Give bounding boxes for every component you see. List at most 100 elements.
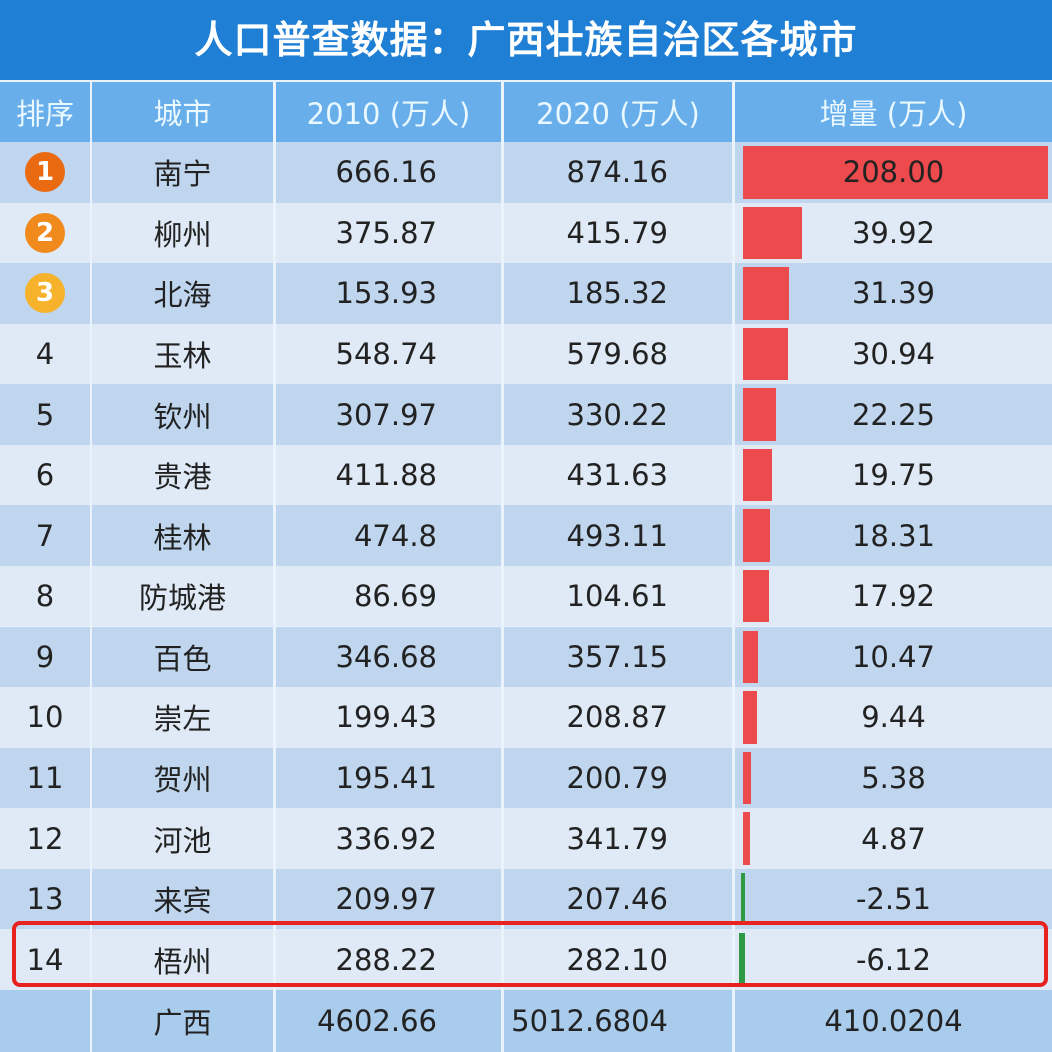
delta-cell: 4.87 xyxy=(735,808,1052,869)
city: 来宾 xyxy=(92,868,273,930)
rank: 13 xyxy=(26,882,64,917)
rank-cell: 1 xyxy=(0,142,90,203)
rank: 9 xyxy=(35,639,55,674)
pop-2020-cell: 579.68 xyxy=(504,323,732,385)
pop-2010-cell: 153.93 xyxy=(276,263,501,324)
pop-2010-cell: 209.97 xyxy=(276,868,501,930)
delta-cell: 18.31 xyxy=(735,505,1052,566)
delta-cell: 19.75 xyxy=(735,444,1052,506)
rank: 14 xyxy=(26,942,64,977)
delta-cell: 17.92 xyxy=(735,565,1052,627)
pop-2020-cell: 341.79 xyxy=(504,808,732,869)
pop-2010: 209.97 xyxy=(335,882,437,917)
pop-2010-cell: 666.16 xyxy=(276,142,501,203)
table-row: 13 来宾 209.97 207.46 -2.51 xyxy=(0,868,1052,930)
pop-2020: 330.22 xyxy=(566,397,668,432)
pop-2020: 341.79 xyxy=(566,821,668,856)
table-row: 3 北海 153.93 185.32 31.39 xyxy=(0,263,1052,324)
delta-value: 9.44 xyxy=(861,700,926,735)
city: 防城港 xyxy=(92,565,273,627)
col-header-2020: 2020 (万人) xyxy=(504,82,732,143)
total-2020-cell: 5012.6804 xyxy=(504,990,732,1052)
pop-2020: 579.68 xyxy=(566,336,668,371)
pop-2020-cell: 185.32 xyxy=(504,263,732,324)
delta-bar xyxy=(743,267,790,320)
pop-2010-cell: 195.41 xyxy=(276,747,501,809)
pop-2020: 357.15 xyxy=(566,639,668,674)
delta-value: 39.92 xyxy=(851,215,936,250)
delta-bar xyxy=(739,933,745,986)
city: 梧州 xyxy=(92,929,273,990)
rank-badge: 1 xyxy=(25,152,65,193)
pop-2020-cell: 431.63 xyxy=(504,444,732,506)
city: 河池 xyxy=(92,808,273,869)
city: 北海 xyxy=(92,263,273,324)
delta-cell: 39.92 xyxy=(735,202,1052,264)
table-row: 9 百色 346.68 357.15 10.47 xyxy=(0,626,1052,688)
pop-2020: 282.10 xyxy=(566,942,668,977)
pop-2010: 346.68 xyxy=(335,639,437,674)
delta-bar xyxy=(743,146,1048,199)
pop-2010-cell: 336.92 xyxy=(276,808,501,869)
rank-badge: 2 xyxy=(25,212,65,253)
rank-cell: 13 xyxy=(0,868,90,930)
rank-badge: 3 xyxy=(25,273,65,314)
city: 玉林 xyxy=(92,323,273,385)
pop-2020-cell: 104.61 xyxy=(504,565,732,627)
delta-value: 5.38 xyxy=(861,760,926,795)
pop-2020: 185.32 xyxy=(566,276,668,311)
table-row: 12 河池 336.92 341.79 4.87 xyxy=(0,808,1052,869)
delta-cell: 30.94 xyxy=(735,323,1052,385)
pop-2010-cell: 307.97 xyxy=(276,384,501,445)
rank-cell: 3 xyxy=(0,263,90,324)
delta-value: 17.92 xyxy=(851,579,936,614)
pop-2010-cell: 474.8 xyxy=(276,505,501,566)
pop-2010: 307.97 xyxy=(335,397,437,432)
pop-2020: 208.87 xyxy=(566,700,668,735)
pop-2010-cell: 411.88 xyxy=(276,444,501,506)
pop-2010: 336.92 xyxy=(335,821,437,856)
pop-2010-cell: 346.68 xyxy=(276,626,501,688)
city: 钦州 xyxy=(92,384,273,445)
delta-cell: 10.47 xyxy=(735,626,1052,688)
col-header-city: 城市 xyxy=(92,82,273,143)
pop-2020-cell: 208.87 xyxy=(504,687,732,748)
pop-2020: 200.79 xyxy=(566,760,668,795)
page-title: 人口普查数据：广西壮族自治区各城市 xyxy=(0,0,1052,80)
delta-value: 31.39 xyxy=(851,276,936,311)
delta-value: 10.47 xyxy=(851,639,936,674)
delta-cell: 9.44 xyxy=(735,687,1052,748)
rank-cell: 7 xyxy=(0,505,90,566)
total-row: 广西 4602.66 5012.6804 410.0204 xyxy=(0,990,1052,1052)
rank-cell: 6 xyxy=(0,444,90,506)
header-row: 排序 城市 2010 (万人) 2020 (万人) 增量 (万人) xyxy=(0,82,1052,143)
delta-value: 22.25 xyxy=(851,397,936,432)
table-row: 10 崇左 199.43 208.87 9.44 xyxy=(0,687,1052,748)
total-2010-cell: 4602.66 xyxy=(276,990,501,1052)
delta-bar xyxy=(743,448,772,502)
total-delta: 410.0204 xyxy=(735,990,1052,1052)
pop-2010: 153.93 xyxy=(335,276,437,311)
pop-2010-cell: 548.74 xyxy=(276,323,501,385)
delta-bar xyxy=(743,388,776,441)
rank: 11 xyxy=(26,760,64,795)
pop-2010: 288.22 xyxy=(335,942,437,977)
col-header-rank: 排序 xyxy=(0,82,90,143)
delta-bar xyxy=(743,509,770,562)
pop-2020: 431.63 xyxy=(566,458,668,493)
delta-value: 30.94 xyxy=(851,336,936,371)
delta-bar xyxy=(743,751,751,805)
delta-bar xyxy=(743,327,789,381)
delta-cell: 31.39 xyxy=(735,263,1052,324)
city: 崇左 xyxy=(92,687,273,748)
pop-2010: 474.8 xyxy=(353,518,437,553)
pop-2010-cell: 375.87 xyxy=(276,202,501,264)
table-row: 4 玉林 548.74 579.68 30.94 xyxy=(0,323,1052,385)
total-rank-cell xyxy=(0,990,90,1052)
total-label: 广西 xyxy=(92,990,273,1052)
delta-bar xyxy=(743,691,757,744)
pop-2010: 666.16 xyxy=(335,155,437,190)
pop-2020-cell: 330.22 xyxy=(504,384,732,445)
delta-value: 19.75 xyxy=(851,458,936,493)
pop-2010-cell: 288.22 xyxy=(276,929,501,990)
